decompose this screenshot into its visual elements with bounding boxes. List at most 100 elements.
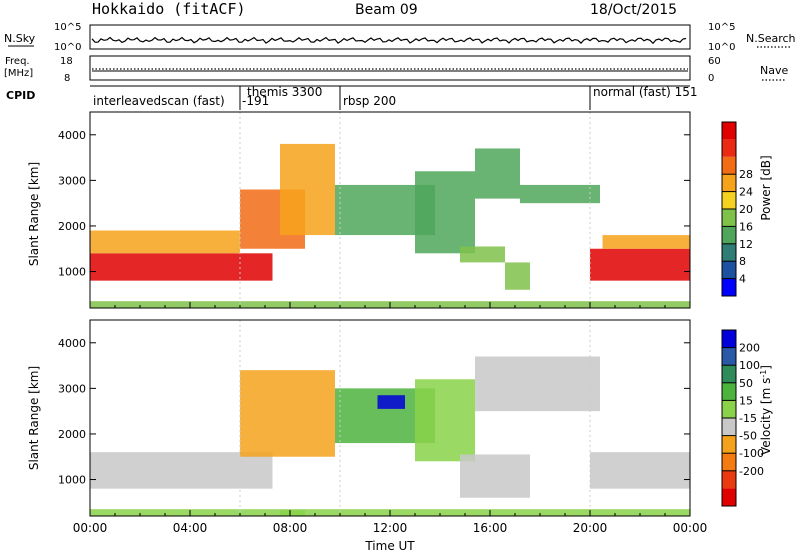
velocity-region-5 — [415, 379, 475, 462]
colorbar-swatch — [722, 243, 736, 262]
nsearch-tick-top: 10^5 — [708, 22, 735, 33]
colorbar-swatch — [722, 156, 736, 175]
ytick-label: 1000 — [58, 474, 86, 487]
xtick-label: 04:00 — [173, 521, 208, 535]
cpid-segment-interleaved: interleavedscan (fast) — [93, 94, 225, 108]
colorbar-swatch — [722, 453, 736, 471]
cpid-segment-themis: themis 3300 — [247, 85, 322, 99]
nsky-tick-bottom: 10^0 — [54, 42, 81, 53]
power-colorbar: 4 8 12 16 20 24 28 — [721, 121, 753, 297]
cpid-segment-rbsp: rbsp 200 — [343, 94, 396, 108]
velocity-ylabel: Slant Range [km] — [27, 366, 41, 470]
station-title: Hokkaido (fitACF) — [92, 0, 246, 18]
xtick-label: 20:00 — [573, 521, 608, 535]
colorbar-swatch — [722, 278, 736, 296]
power-region-10 — [590, 248, 690, 281]
colorbar-tick: 200 — [739, 342, 760, 355]
colorbar-swatch — [722, 122, 736, 140]
velocity-region-8 — [590, 452, 690, 489]
nave-tick-bottom: 0 — [708, 73, 714, 84]
velocity-colorbar: 200 100 50 15 -15 -50 -100 -200 — [721, 329, 764, 507]
colorbar-swatch — [722, 347, 736, 366]
nsearch-tick-bottom: 10^0 — [708, 42, 735, 53]
velocity-region-0 — [90, 452, 273, 489]
velocity-region-4 — [377, 395, 405, 409]
velocity-heatmap — [90, 320, 690, 516]
velocity-y-axis: 1000 2000 3000 4000 — [58, 337, 690, 487]
power-region-8 — [460, 246, 505, 263]
velocity-region-9 — [280, 510, 305, 516]
cpid-panel: CPID interleavedscan (fast) -191 themis … — [6, 85, 697, 110]
velocity-region-7 — [460, 454, 530, 498]
nsky-tick-top: 10^5 — [54, 22, 81, 33]
velocity-region-2 — [240, 370, 335, 457]
date-title: 18/Oct/2015 — [590, 2, 677, 18]
colorbar-swatch — [722, 418, 736, 436]
colorbar-tick: 100 — [739, 359, 760, 372]
ytick-label: 4000 — [58, 129, 86, 142]
freq-label-2: [MHz] — [4, 68, 33, 79]
xtick-label: 00:00 — [73, 521, 108, 535]
power-y-axis: 1000 2000 3000 4000 — [58, 129, 690, 279]
freq-panel: Freq. [MHz] 18 8 Nave 60 0 — [4, 55, 788, 84]
colorbar-tick: 16 — [739, 220, 753, 233]
ytick-label: 2000 — [58, 220, 86, 233]
power-region-1 — [90, 230, 240, 254]
cpid-segment-191: -191 — [242, 94, 269, 108]
power-region-9 — [505, 262, 530, 290]
power-region-0 — [90, 253, 273, 281]
colorbar-tick: -100 — [739, 447, 764, 460]
power-region-7 — [520, 184, 600, 204]
cpid-label: CPID — [6, 89, 35, 102]
power-region-11 — [602, 235, 690, 249]
colorbar-swatch — [722, 382, 736, 401]
power-colorbar-label: Power [dB] — [759, 155, 773, 220]
ytick-label: 4000 — [58, 337, 86, 350]
colorbar-tick: 28 — [739, 168, 753, 181]
colorbar-tick: -15 — [739, 412, 757, 425]
nave-label: Nave — [760, 64, 788, 77]
colorbar-swatch — [722, 470, 736, 489]
nave-tick-top: 60 — [708, 56, 721, 67]
colorbar-swatch — [722, 435, 736, 454]
velocity-x-axis: 00:00 04:00 08:00 12:00 16:00 20:00 00:00 — [73, 510, 708, 535]
nsky-trace — [91, 36, 687, 45]
colorbar-swatch — [722, 139, 736, 157]
power-region-6 — [475, 148, 520, 199]
colorbar-swatch — [722, 488, 736, 506]
nsky-panel: N.Sky 10^5 10^0 N.Search 10^5 10^0 — [4, 22, 796, 53]
freq-tick-bottom: 8 — [64, 73, 70, 84]
beam-title: Beam 09 — [355, 2, 418, 18]
ytick-label: 1000 — [58, 266, 86, 279]
velocity-region-6 — [475, 356, 600, 412]
ytick-label: 2000 — [58, 428, 86, 441]
freq-label-1: Freq. — [5, 56, 30, 67]
colorbar-swatch — [722, 400, 736, 418]
colorbar-swatch — [722, 174, 736, 192]
velocity-colorbar-label: Velocity [m s-1] — [759, 365, 774, 455]
colorbar-tick: 12 — [739, 238, 753, 251]
xtick-label: 12:00 — [373, 521, 408, 535]
velocity-panel: 1000 2000 3000 4000 00:00 04:00 08:00 12:00 16:… — [27, 319, 708, 553]
colorbar-swatch — [722, 365, 736, 383]
colorbar-swatch — [722, 191, 736, 209]
xtick-label: 08:00 — [273, 521, 308, 535]
colorbar-tick: 20 — [739, 203, 753, 216]
colorbar-tick: 4 — [739, 273, 746, 286]
colorbar-swatch — [722, 261, 736, 279]
colorbar-tick: 8 — [739, 255, 746, 268]
power-region-3 — [280, 143, 335, 236]
freq-tick-top: 18 — [60, 56, 73, 67]
nsky-label: N.Sky — [4, 32, 36, 45]
power-x-axis — [89, 302, 691, 308]
power-ylabel: Slant Range [km] — [27, 162, 41, 266]
cpid-segment-normal: normal (fast) 151 — [593, 85, 697, 99]
power-region-5 — [415, 171, 475, 254]
colorbar-tick: 15 — [739, 394, 753, 407]
colorbar-tick: 50 — [739, 377, 753, 390]
xtick-label: 00:00 — [673, 521, 708, 535]
ytick-label: 3000 — [58, 382, 86, 395]
colorbar-swatch — [722, 330, 736, 348]
colorbar-tick: 24 — [739, 186, 753, 199]
